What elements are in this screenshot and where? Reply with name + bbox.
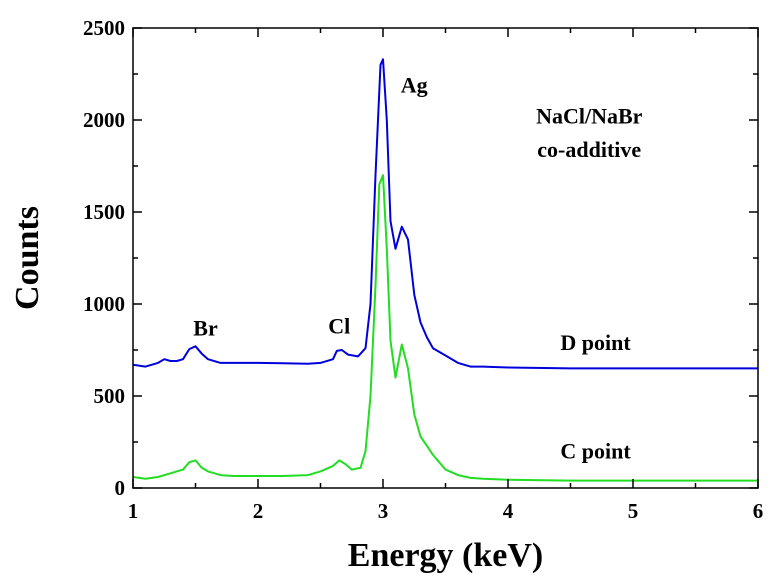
y-tick-label: 1500 <box>83 200 125 224</box>
annotation-label: co-additive <box>537 137 641 162</box>
y-tick-label: 1000 <box>83 292 125 316</box>
annotation-label: Br <box>193 315 218 340</box>
y-tick-label: 2500 <box>83 16 125 40</box>
annotation-label: Ag <box>401 72 428 97</box>
y-axis-title: Counts <box>9 206 46 310</box>
y-tick-label: 0 <box>115 476 126 500</box>
series-layer <box>132 58 758 482</box>
x-axis-title: Energy (keV) <box>348 537 543 574</box>
x-tick-label: 2 <box>253 499 264 523</box>
plot-frame <box>132 27 759 489</box>
x-tick-label: 5 <box>628 499 639 523</box>
annotations-layer: Br Cl Ag NaCl/NaBr co-additive D point C point <box>193 72 642 463</box>
annotation-label: NaCl/NaBr <box>536 104 643 129</box>
annotation-label: D point <box>560 330 631 355</box>
y-tick-label: 500 <box>94 384 126 408</box>
annotation-label: Cl <box>328 313 350 338</box>
x-tick-label: 6 <box>753 499 764 523</box>
ticks-layer: 1 2 3 4 5 6 0 500 1000 1500 2000 2500 <box>83 16 763 523</box>
annotation-label: C point <box>560 439 631 464</box>
series-line-c-point <box>132 174 758 482</box>
x-tick-label: 4 <box>503 499 514 523</box>
series-line-d-point <box>132 58 758 370</box>
y-tick-label: 2000 <box>83 108 125 132</box>
x-tick-label: 1 <box>128 499 139 523</box>
x-tick-label: 3 <box>378 499 389 523</box>
